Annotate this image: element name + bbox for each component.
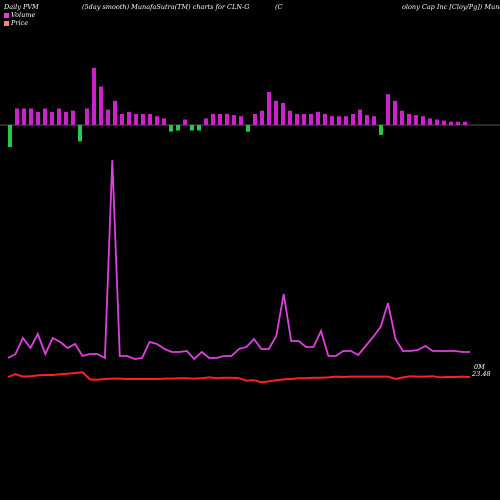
volume-bar (99, 86, 103, 125)
volume-bar (29, 108, 33, 125)
volume-bar (407, 114, 411, 125)
volume-bar (71, 110, 75, 125)
volume-bar (197, 125, 201, 131)
volume-bar (239, 116, 243, 125)
volume-bar (36, 111, 40, 125)
volume-bar (274, 100, 278, 125)
volume-bar (218, 114, 222, 125)
chart-header-title: (5day smooth) MunafaSutra(TM) charts for… (82, 3, 250, 11)
volume-bar (169, 125, 173, 132)
volume-bar (449, 121, 453, 125)
volume-bar (176, 125, 180, 131)
volume-bar (85, 108, 89, 125)
volume-bar (295, 114, 299, 125)
volume-bar (253, 114, 257, 125)
volume-bar (113, 100, 117, 125)
chart-header-right: olony Cap Inc [Cloy/Pg]) MunafaSut (402, 3, 500, 11)
volume-bar (106, 109, 110, 125)
volume-bar (162, 118, 166, 125)
volume-bar (302, 114, 306, 125)
legend-price: Price (4, 19, 28, 27)
volume-bar (155, 116, 159, 125)
volume-bar (15, 108, 19, 125)
volume-bar (232, 115, 236, 125)
volume-bar (127, 111, 131, 125)
volume-bar (344, 116, 348, 125)
volume-bar (428, 118, 432, 125)
volume-bar (337, 116, 341, 125)
volume-bar (78, 125, 82, 142)
volume-bar (442, 120, 446, 125)
volume-bar (57, 108, 61, 125)
volume-bar (134, 114, 138, 125)
legend-volume-label: Volume (11, 11, 36, 19)
volume-bar (323, 114, 327, 125)
volume-bar (141, 114, 145, 125)
volume-bar (246, 125, 250, 132)
volume-bar (225, 114, 229, 125)
price-line (7, 371, 471, 384)
volume-bar (288, 110, 292, 125)
volume-bar (64, 111, 68, 125)
chart-header-bracket: (C (275, 3, 283, 11)
legend-price-label: Price (11, 19, 29, 27)
volume-bar (414, 115, 418, 125)
volume-bar (372, 116, 376, 125)
volume-bar (22, 108, 26, 125)
volume-bar (435, 119, 439, 125)
volume-bar (92, 67, 96, 125)
volume-bar (379, 125, 383, 135)
volume-bar (43, 108, 47, 125)
volume-bar (365, 115, 369, 125)
legend-volume: Volume (4, 11, 35, 19)
volume-bar (183, 119, 187, 125)
volume-bar (400, 110, 404, 125)
volume-bar (316, 111, 320, 125)
legend-price-swatch (4, 20, 9, 26)
volume-bar (393, 100, 397, 125)
volume-bar (211, 114, 215, 125)
volume-bar (120, 114, 124, 125)
volume-end-label: 0M (474, 363, 485, 371)
volume-bar (309, 114, 313, 125)
legend-volume-swatch (4, 12, 9, 18)
volume-bar (281, 103, 285, 125)
volume-bar (386, 94, 390, 125)
volume-bar (267, 92, 271, 125)
chart-header-left: Daily PVM (4, 3, 39, 11)
volume-line (7, 159, 470, 361)
volume-bar (330, 116, 334, 125)
volume-bar (358, 109, 362, 125)
volume-bar (456, 121, 460, 125)
volume-bar (351, 114, 355, 125)
volume-bar (148, 114, 152, 125)
volume-bar (421, 116, 425, 125)
volume-bar (204, 118, 208, 125)
volume-bar (260, 110, 264, 125)
price-end-label: 23.48 (472, 370, 491, 378)
volume-bar (463, 121, 467, 125)
volume-bar (8, 125, 12, 147)
volume-bar (50, 111, 54, 125)
volume-bar (190, 125, 194, 131)
